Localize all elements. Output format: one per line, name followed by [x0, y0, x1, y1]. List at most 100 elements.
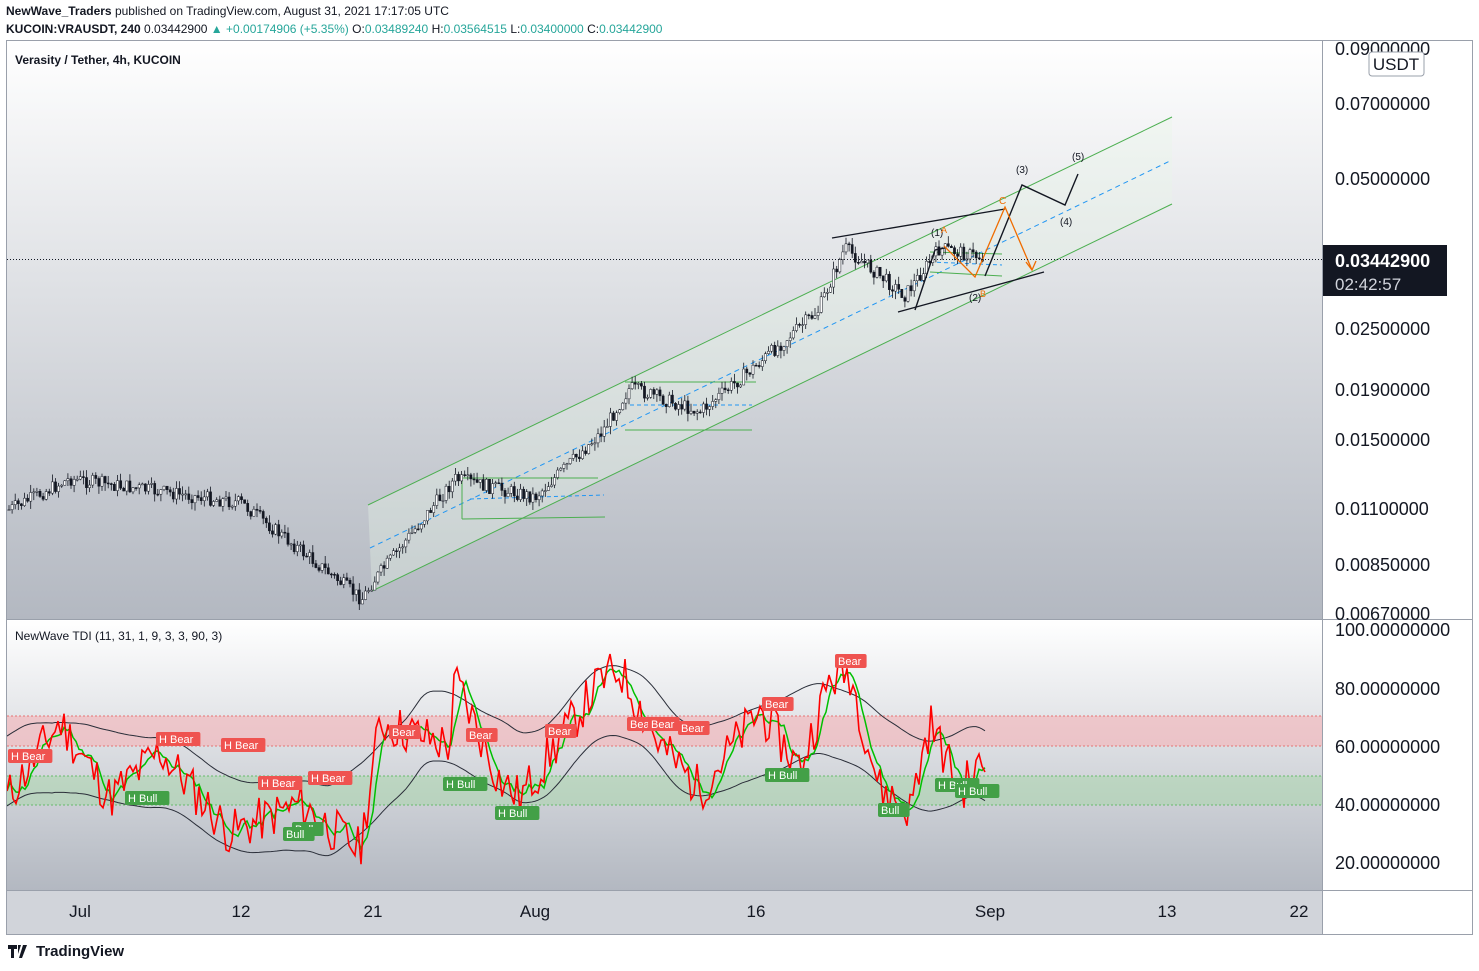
candle-body	[667, 394, 671, 407]
candle-body	[742, 368, 746, 386]
candle-body	[237, 496, 240, 502]
candle-body	[922, 273, 925, 281]
elliott-wave-1-path[interactable]	[914, 247, 946, 311]
channel-midline[interactable]	[369, 159, 1173, 549]
candlestick-series	[7, 236, 984, 610]
main-pane-title: Verasity / Tether, 4h, KUCOIN	[15, 53, 181, 67]
candle-body	[884, 273, 888, 282]
channel-upper-line[interactable]	[367, 116, 1173, 506]
wave-label-a: A	[941, 225, 947, 235]
candle-body	[953, 247, 956, 255]
candle-body	[906, 285, 910, 302]
candle-body	[85, 477, 88, 488]
candle-body	[764, 353, 767, 361]
candle-body	[227, 496, 231, 508]
candle-body	[788, 337, 792, 341]
candle-body	[782, 346, 786, 351]
high-value: 0.03564515	[443, 22, 507, 36]
wave-label-5: (5)	[1072, 152, 1084, 163]
candle-body	[454, 474, 457, 482]
close-value: 0.03442900	[599, 22, 663, 36]
time-axis-bg	[7, 891, 1322, 934]
candle-body	[491, 483, 494, 494]
candle-body	[801, 324, 804, 326]
candle-body	[915, 275, 919, 282]
time-label: Aug	[520, 902, 550, 921]
candle-body	[432, 505, 436, 513]
candle-body	[317, 567, 321, 571]
candle-body	[125, 480, 129, 492]
candle-body	[714, 399, 718, 402]
time-label: 12	[232, 902, 251, 921]
candle-body	[525, 491, 529, 499]
candle-body	[438, 494, 442, 501]
bear-signal-text: Bear	[651, 719, 675, 731]
candle-body	[206, 491, 209, 498]
bull-signal-text: H Bull	[446, 779, 475, 791]
candle-body	[277, 524, 281, 537]
candle-body	[472, 478, 476, 481]
time-label: 13	[1158, 902, 1177, 921]
candle-body	[106, 482, 110, 485]
candle-body	[286, 532, 290, 545]
price-axis-labels: 0.09000000 0.07000000 0.05000000 0.02500…	[1335, 39, 1430, 624]
candle-body	[370, 589, 374, 592]
candle-body	[671, 394, 674, 404]
candle-body	[23, 497, 26, 506]
high-label: H:	[431, 22, 444, 36]
candle-body	[878, 266, 882, 277]
range-box-1-bottom[interactable]	[461, 516, 606, 520]
candle-body	[35, 491, 39, 493]
candle-body	[819, 296, 823, 313]
author-name[interactable]: NewWave_Traders	[6, 4, 112, 18]
candle-body	[26, 497, 29, 502]
candle-body	[196, 495, 200, 498]
candle-body	[633, 382, 637, 385]
candle-body	[116, 480, 119, 491]
candle-body	[410, 532, 414, 534]
range-box-3-mid[interactable]	[929, 261, 1003, 266]
candle-body	[729, 381, 733, 391]
candle-body	[261, 511, 265, 519]
elliott-projection-path[interactable]	[984, 173, 1079, 277]
candle-body	[956, 253, 959, 257]
candle-body	[94, 475, 98, 479]
candle-body	[137, 484, 141, 489]
candle-body	[562, 464, 566, 469]
candle-body	[881, 275, 885, 282]
candle-body	[47, 491, 51, 494]
wedge-upper-line[interactable]	[831, 208, 1006, 239]
candle-body	[574, 453, 578, 458]
candle-body	[367, 590, 370, 592]
candle-body	[41, 496, 45, 500]
candle-body	[289, 543, 293, 546]
range-box-3-bottom[interactable]	[929, 271, 1003, 277]
candle-body	[326, 567, 330, 575]
wedge-lower-line[interactable]	[897, 271, 1045, 313]
channel-lower-line[interactable]	[371, 203, 1173, 592]
bull-signal-text: H Bull	[498, 808, 527, 820]
bull-signal-text: H Bull	[768, 770, 797, 782]
currency-badge[interactable]	[1368, 51, 1425, 77]
candle-body	[528, 491, 532, 503]
candle-body	[776, 345, 780, 356]
candle-body	[751, 364, 755, 375]
price-label: 0.00850000	[1335, 555, 1430, 575]
time-axis-labels: Jul 12 21 Aug 16 Sep 13 22	[69, 902, 1308, 921]
candle-body	[354, 589, 358, 595]
candle-body	[122, 487, 126, 492]
candle-body	[246, 503, 250, 512]
tradingview-logo[interactable]: TradingView	[8, 943, 124, 960]
candle-body	[565, 463, 569, 465]
bear-signal-text: Bear	[548, 726, 572, 738]
wave-label-b: B	[980, 289, 986, 299]
candle-body	[593, 442, 597, 445]
abc-correction-path[interactable]	[943, 205, 1033, 279]
abc-arrow-head	[1025, 260, 1037, 272]
tdi-rsi-line	[6, 653, 986, 865]
candle-body	[522, 488, 525, 499]
candle-body	[866, 259, 870, 264]
candle-body	[258, 510, 262, 512]
candle-body	[255, 508, 259, 511]
